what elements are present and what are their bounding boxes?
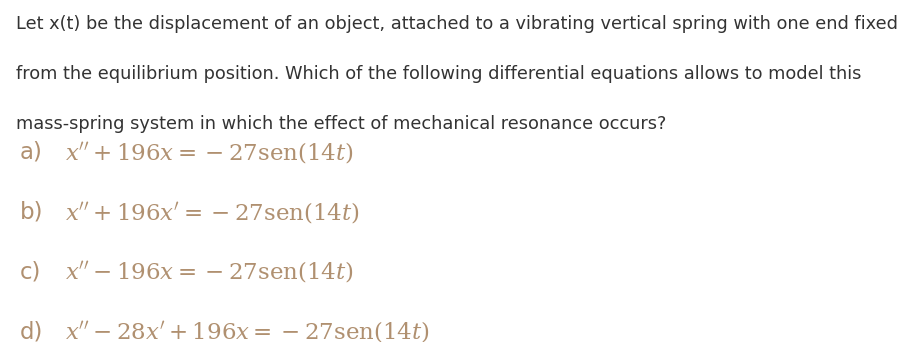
Text: mass-spring system in which the effect of mechanical resonance occurs?: mass-spring system in which the effect o… xyxy=(16,115,666,133)
Text: Let x(t) be the displacement of an object, attached to a vibrating vertical spri: Let x(t) be the displacement of an objec… xyxy=(16,15,898,34)
Text: $x'' - 196x = -27\mathrm{sen}(14t)$: $x'' - 196x = -27\mathrm{sen}(14t)$ xyxy=(65,259,354,285)
Text: c): c) xyxy=(20,260,41,284)
Text: b): b) xyxy=(20,200,43,224)
Text: $x'' - 28x' + 196x = -27\mathrm{sen}(14t)$: $x'' - 28x' + 196x = -27\mathrm{sen}(14t… xyxy=(65,319,429,342)
Text: $x'' + 196x = -27\mathrm{sen}(14t)$: $x'' + 196x = -27\mathrm{sen}(14t)$ xyxy=(65,140,354,165)
Text: a): a) xyxy=(20,141,42,164)
Text: from the equilibrium position. Which of the following differential equations all: from the equilibrium position. Which of … xyxy=(16,65,861,83)
Text: d): d) xyxy=(20,320,43,342)
Text: $x'' + 196x' = -27\mathrm{sen}(14t)$: $x'' + 196x' = -27\mathrm{sen}(14t)$ xyxy=(65,199,359,225)
